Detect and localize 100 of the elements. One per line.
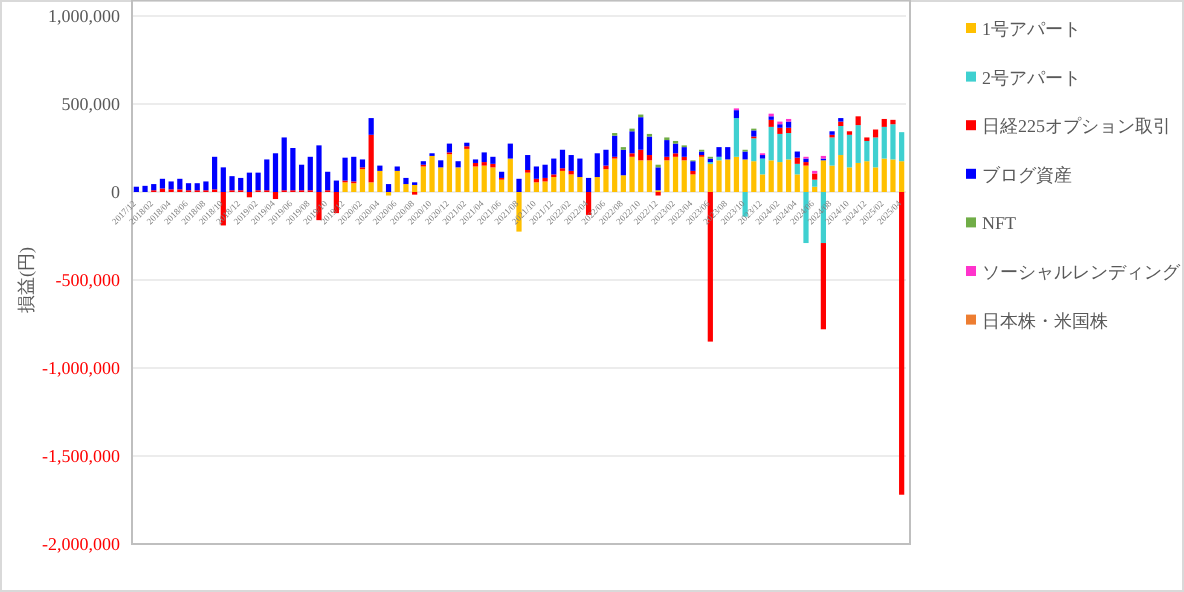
bar	[272, 153, 279, 192]
bar	[812, 173, 818, 180]
legend-label: 1号アパート	[982, 19, 1081, 39]
bar	[777, 133, 783, 163]
bar	[516, 178, 522, 192]
bar	[794, 151, 800, 158]
bar	[733, 118, 740, 157]
bar	[664, 140, 670, 157]
legend-label: 日本株・米国株	[982, 310, 1108, 331]
bar	[368, 134, 374, 183]
bar	[794, 163, 800, 175]
bar	[890, 159, 896, 192]
bar	[872, 137, 879, 168]
bar	[342, 157, 348, 181]
bar	[559, 170, 566, 192]
bar	[751, 130, 757, 137]
bar	[507, 158, 513, 192]
bar	[577, 177, 583, 192]
bar	[525, 172, 531, 192]
bar	[812, 179, 818, 187]
y-axis-title: 損益(円)	[16, 247, 36, 313]
bar	[316, 145, 322, 192]
bar	[690, 161, 696, 171]
bar	[568, 174, 574, 192]
bar	[672, 156, 679, 192]
bar	[298, 164, 305, 191]
bar	[855, 125, 861, 163]
bar	[472, 166, 479, 192]
bar	[185, 183, 192, 191]
bar	[246, 172, 253, 192]
bar	[359, 169, 366, 192]
bar	[890, 119, 896, 125]
bar	[403, 177, 409, 185]
y-tick-label: 1,000,000	[48, 6, 121, 26]
bar	[664, 160, 670, 192]
legend-label: 日経225オプション取引	[982, 116, 1171, 137]
bar	[890, 124, 896, 160]
bar	[777, 162, 783, 192]
bar	[499, 171, 505, 178]
bar	[446, 154, 453, 192]
bar	[385, 184, 392, 192]
bar	[733, 110, 740, 119]
bar	[438, 160, 444, 168]
bar	[751, 138, 757, 162]
bar	[785, 133, 792, 160]
bar	[142, 185, 148, 192]
bar	[342, 182, 348, 192]
bar	[716, 147, 722, 157]
y-tick-label: 500,000	[61, 94, 121, 114]
bar	[785, 159, 792, 192]
bar	[864, 161, 870, 192]
bar	[377, 170, 383, 192]
bar	[820, 243, 826, 330]
bar	[846, 167, 853, 192]
bar	[742, 159, 748, 192]
bar	[733, 156, 740, 192]
bar	[585, 177, 592, 192]
bar	[846, 134, 853, 168]
y-tick-label: 0	[111, 182, 121, 202]
bar	[272, 192, 279, 200]
bar	[872, 167, 879, 192]
bar	[785, 121, 792, 128]
bar	[525, 155, 531, 170]
bar	[855, 162, 861, 192]
legend-label: 2号アパート	[982, 67, 1081, 88]
legend-label: NFT	[982, 213, 1018, 234]
bar	[281, 137, 287, 191]
bar	[629, 156, 635, 192]
bar	[464, 148, 470, 192]
bar	[759, 174, 766, 192]
bar	[577, 158, 583, 178]
legend-label: ソーシャルレンディング	[982, 262, 1182, 282]
y-tick-label: -500,000	[55, 270, 121, 290]
bar	[803, 165, 809, 192]
bar	[542, 181, 548, 192]
legend-label: ブログ資産	[982, 164, 1072, 185]
bar	[559, 149, 566, 169]
bar	[768, 119, 774, 127]
bar	[177, 178, 183, 190]
bar	[716, 160, 722, 192]
bar	[568, 155, 574, 171]
bar	[333, 180, 339, 192]
bar	[359, 159, 366, 168]
bar	[368, 118, 374, 135]
bar	[168, 181, 174, 190]
bar	[455, 161, 461, 168]
bar	[490, 156, 496, 164]
bar	[490, 167, 496, 192]
bar	[855, 116, 861, 126]
y-tick-label: -1,000,000	[42, 358, 121, 378]
y-tick-label: -1,500,000	[42, 446, 121, 466]
bar	[646, 136, 653, 156]
bar	[759, 158, 766, 175]
bar	[751, 161, 757, 192]
bar	[429, 155, 435, 192]
bar	[542, 164, 548, 178]
bar	[655, 167, 661, 191]
bar	[507, 143, 513, 159]
bar	[681, 147, 687, 157]
bar	[646, 160, 653, 192]
